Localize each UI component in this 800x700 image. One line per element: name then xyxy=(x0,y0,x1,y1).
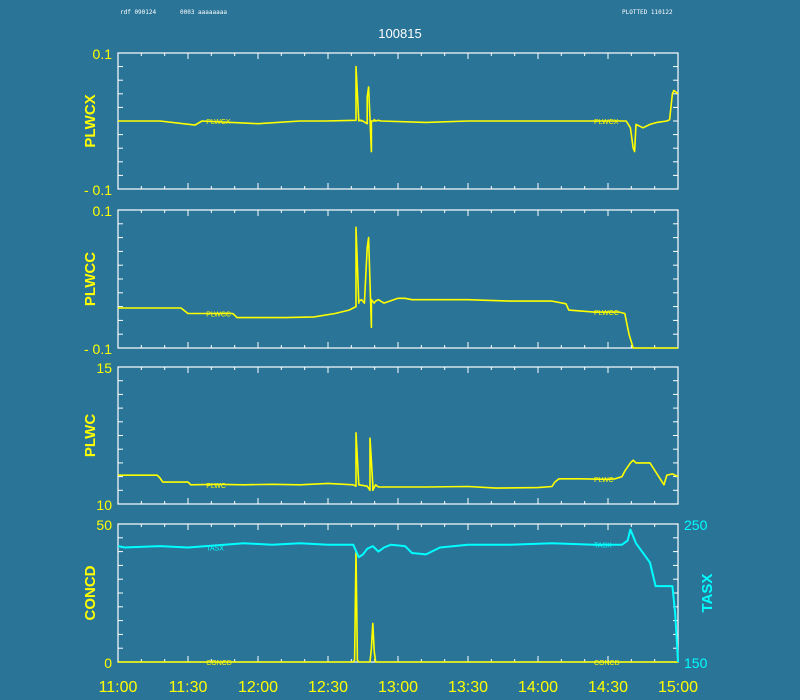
y-axis-label: PLWC xyxy=(82,414,99,457)
series-tag: PLWCC xyxy=(594,310,619,317)
series-tag: PLWC xyxy=(206,483,226,490)
series-tag: TASX xyxy=(206,545,224,552)
y-tick-label: - 0.1 xyxy=(84,182,112,198)
header-left-id: rdf 090124 xyxy=(120,9,157,16)
y-tick-label: 0.1 xyxy=(93,46,113,62)
panel-frame xyxy=(117,209,679,349)
chart-title: 100815 xyxy=(378,26,422,41)
x-tick-label: 11:30 xyxy=(169,679,208,696)
x-tick-label: 12:00 xyxy=(238,679,278,696)
y-axis-label: CONCD xyxy=(82,565,99,620)
x-tick-label: 13:30 xyxy=(448,679,488,696)
series-tag: CONCD xyxy=(594,660,620,667)
y-tick-label: 50 xyxy=(96,517,112,533)
series-tag: PLWCC xyxy=(206,312,231,319)
series-line-tasx xyxy=(117,528,679,663)
series-tag: TASX xyxy=(594,543,612,550)
y-tick-label: 0 xyxy=(104,655,112,671)
y-tick-label: - 0.1 xyxy=(84,341,112,357)
series-tag: PLWCX xyxy=(594,119,619,126)
series-line-plwcc xyxy=(118,226,678,349)
x-tick-label: 14:00 xyxy=(518,679,558,696)
y-tick-label: 10 xyxy=(96,497,112,513)
y-axis-label: PLWCX xyxy=(82,94,99,147)
y-right-tick-label: 250 xyxy=(684,517,708,533)
x-tick-label: 11:00 xyxy=(99,679,138,696)
series-tag: PLWC xyxy=(594,477,614,484)
series-line-plwcx xyxy=(118,65,679,153)
x-tick-label: 14:30 xyxy=(588,679,628,696)
series-tag: CONCD xyxy=(206,660,232,667)
series-tag: PLWCX xyxy=(206,119,231,126)
series-line-plwc xyxy=(118,431,679,492)
x-tick-label: 12:30 xyxy=(308,679,348,696)
y-axis-right-label: TASX xyxy=(699,574,716,613)
x-tick-label: 15:00 xyxy=(658,679,698,696)
y-axis-label: PLWCC xyxy=(82,252,99,306)
series-line-concd xyxy=(118,550,678,663)
y-right-tick-label: 150 xyxy=(684,655,708,671)
y-tick-label: 0.1 xyxy=(93,203,113,219)
x-tick-label: 13:00 xyxy=(378,679,418,696)
header-left-note: 0003 aaaaaaaa xyxy=(180,9,227,16)
header-right-note: PLOTTED 110122 xyxy=(622,9,673,16)
y-tick-label: 15 xyxy=(96,360,112,376)
